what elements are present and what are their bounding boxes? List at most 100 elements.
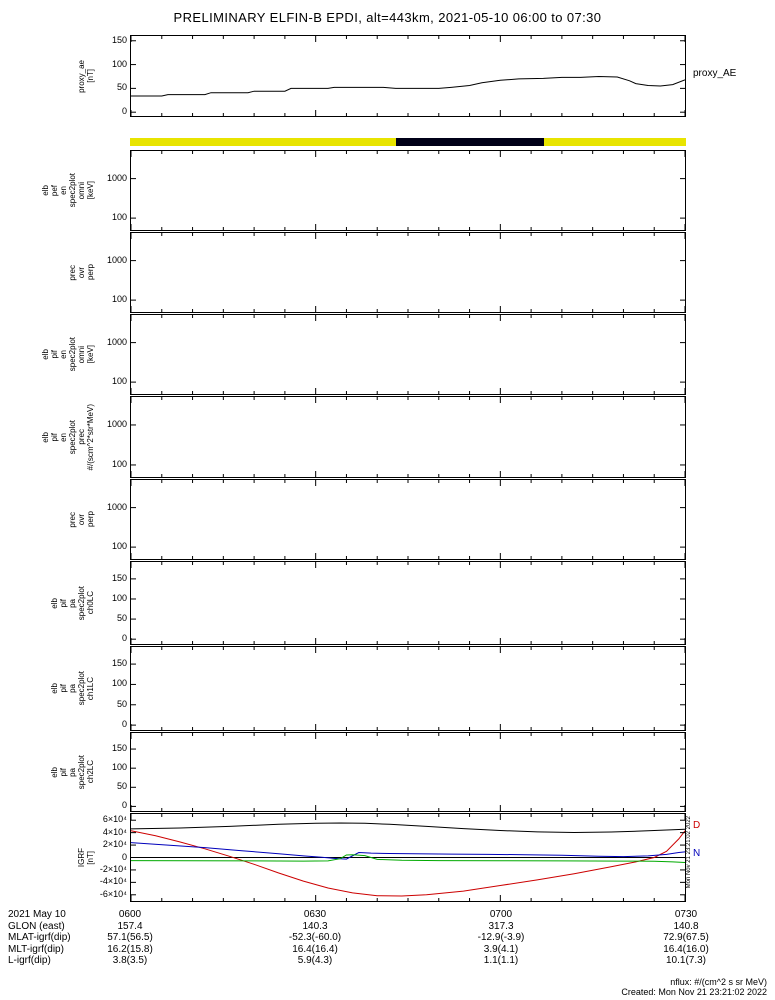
y-tick-label: 100: [111, 212, 127, 223]
elb_pef_en_spec2plot_omni-plot-area: [131, 151, 685, 230]
elb_pif_pa_spec2plot_ch2LC-plot-area: [131, 733, 685, 811]
y-tick-label: 0: [121, 800, 127, 811]
panel-elb-pif-en-prec-flux: 100 1000 elb pif en spec2plot prec #/(scm^2*str…: [41, 396, 686, 478]
prec_ovr_perp_2-axis-label: prec ovr perp: [68, 480, 95, 559]
nflux-units-note: nflux: #/(cm^2 s sr MeV): [670, 977, 767, 987]
y-tick-label: 50: [116, 82, 127, 93]
y-tick-label: 1000: [106, 172, 127, 183]
axis-label-line: IGRF: [77, 847, 86, 868]
axis-table-value: 16.2(15.8): [107, 943, 153, 955]
axis-table-value: 3.8(3.5): [112, 955, 148, 966]
axis-table-value: -52.3(-60.0): [288, 932, 342, 943]
axis-label-line: elb: [50, 683, 59, 694]
axis-label-line: pa: [68, 767, 77, 777]
axis-label-line: en: [59, 350, 68, 359]
axis-label-line: ch1LC: [86, 676, 95, 701]
panel-proxy-ae: 0 50 100 150 proxy_ae [nT] proxy_AE: [77, 35, 736, 117]
panel-elb-pef-en-omni: 100 1000 elb pef en spec2plot omni [keV]: [41, 150, 686, 231]
axis-label-line: elb: [41, 349, 50, 360]
series-total: [131, 822, 685, 834]
axis-label-line: pa: [68, 598, 77, 608]
y-tick-label: 50: [116, 698, 127, 709]
axis-label-line: pif: [50, 350, 59, 359]
axis-table-value: 5.9(4.3): [297, 955, 333, 966]
panel-prec-ovr-perp-1: 100 1000 prec ovr perp: [68, 232, 686, 313]
axis-table-row-label: GLON (east): [8, 920, 65, 932]
axis-label-line: pif: [50, 432, 59, 442]
elb_pif_en_spec2plot_omni-plot-area: [131, 315, 685, 394]
prec_ovr_perp_1-axis-label: prec ovr perp: [68, 233, 95, 312]
axis-table-value: -12.9(-3.9): [477, 932, 525, 943]
elb_pif_en_spec2plot_omni-axis-label: elb pif en spec2plot omni [keV]: [41, 315, 95, 394]
axis-table-row-label: MLAT-igrf(dip): [8, 932, 71, 943]
axis-label-line: proxy_ae: [77, 59, 86, 93]
y-tick-label: 100: [111, 294, 127, 305]
axis-table-row: GLON (east) 157.4 140.3 317.3 140.8: [0, 921, 775, 932]
elb_pef_en_spec2plot_omni-axis-label: elb pef en spec2plot omni [keV]: [41, 151, 95, 230]
y-tick-label: 150: [111, 743, 127, 754]
proxy_ae-axis-label: proxy_ae [nT]: [77, 36, 95, 116]
prec_ovr_perp_2-plot-area: [131, 480, 685, 559]
axis-table-value: 16.4(16.0): [663, 943, 709, 955]
axis-table-value: 0730: [674, 909, 698, 920]
axis-table-value: 317.3: [488, 920, 514, 932]
axis-label-line: spec2plot: [77, 754, 86, 790]
panel-igrf: 6×10⁴ 4×10⁴ 2×10⁴ 0 -2×10⁴ -4×10⁴ -6×10⁴ IGRF [n…: [77, 813, 700, 902]
y-tick-label: 150: [111, 34, 127, 45]
plot-title: PRELIMINARY ELFIN-B EPDI, alt=443km, 202…: [173, 10, 602, 25]
axis-label-line: prec: [68, 264, 77, 281]
axis-label-line: spec2plot: [77, 671, 86, 706]
y-tick-label: 100: [111, 376, 127, 387]
axis-table-row-label: 2021 May 10: [8, 909, 66, 920]
y-tick-label: 0: [121, 719, 127, 730]
panel-elb-pif-pa-ch0lc: 0 50 100 150 elb pif pa spec2plot ch0LC: [50, 561, 686, 645]
coverage-dark-segment: [395, 138, 544, 146]
elb_pif_en_spec2plot_prec-axis-label: elb pif en spec2plot prec #/(scm^2*str*MeV): [41, 397, 95, 477]
y-tick-label: 50: [116, 781, 127, 792]
y-tick-label: 50: [116, 613, 127, 624]
axis-label-line: spec2plot: [77, 585, 86, 621]
axis-label-line: perp: [86, 511, 95, 528]
axis-table-value: 140.3: [302, 920, 328, 932]
axis-table-row: MLAT-igrf(dip) 57.1(56.5) -52.3(-60.0) -12.…: [0, 932, 775, 943]
y-tick-label: 0: [121, 633, 127, 644]
y-tick-label: 1000: [106, 418, 127, 429]
y-tick-label: 100: [111, 762, 127, 773]
elb_pif_en_spec2plot_prec-plot-area: [131, 397, 685, 477]
axis-label-line: pif: [59, 598, 68, 608]
elb_pif_pa_spec2plot_ch1LC-plot-area: [131, 647, 685, 730]
axis-table-value: 16.4(16.4): [292, 943, 338, 955]
axis-label-line: perp: [86, 264, 95, 281]
axis-table-value: 0630: [303, 909, 327, 920]
axis-label-line: [keV]: [86, 345, 95, 364]
y-tick-label: 100: [111, 541, 127, 552]
axis-label-line: elb: [41, 431, 50, 443]
axis-table-row: L-igrf(dip) 3.8(3.5) 5.9(4.3) 1.1(1.1) 10.1(…: [0, 955, 775, 966]
axis-table-value: 57.1(56.5): [107, 932, 153, 943]
proxy_ae-plot-area: [131, 36, 685, 116]
y-tick-label: 100: [111, 58, 127, 69]
elb_pif_pa_spec2plot_ch0LC-plot-area: [131, 562, 685, 644]
axis-label-line: spec2plot: [68, 173, 77, 208]
elb_pif_pa_spec2plot_ch2LC-axis-label: elb pif pa spec2plot ch2LC: [50, 733, 95, 811]
series-E: [131, 854, 685, 863]
axis-table-row: 2021 May 10 0600 0630 0700 0730: [0, 909, 775, 920]
axis-label-line: ch2LC: [86, 760, 95, 784]
axis-table-value: 0700: [489, 909, 513, 920]
axis-table-value: 72.9(67.5): [663, 932, 709, 943]
axis-label-line: omni: [77, 181, 86, 200]
axis-label-line: en: [59, 432, 68, 442]
panel-elb-pif-pa-ch2lc: 0 50 100 150 elb pif pa spec2plot ch2LC: [50, 732, 686, 812]
series-N: [131, 842, 685, 860]
y-tick-label: 1000: [106, 501, 127, 512]
axis-table-value: 157.4: [117, 920, 143, 932]
y-tick-label: 0: [121, 851, 127, 862]
prec_ovr_perp_1-plot-area: [131, 233, 685, 312]
axis-label-line: en: [59, 186, 68, 195]
panel-prec-ovr-perp-2: 100 1000 prec ovr perp: [68, 479, 686, 560]
y-tick-label: 2×10⁴: [102, 839, 127, 850]
axis-label-line: #/(scm^2*str*MeV): [86, 403, 95, 471]
igrf-axis-label: IGRF [nT]: [77, 814, 95, 901]
axis-table-value: 10.1(7.3): [665, 955, 707, 966]
